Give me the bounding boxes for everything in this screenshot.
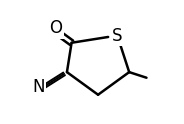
Text: S: S [112, 27, 123, 45]
Text: N: N [32, 78, 45, 96]
Text: O: O [49, 19, 62, 37]
